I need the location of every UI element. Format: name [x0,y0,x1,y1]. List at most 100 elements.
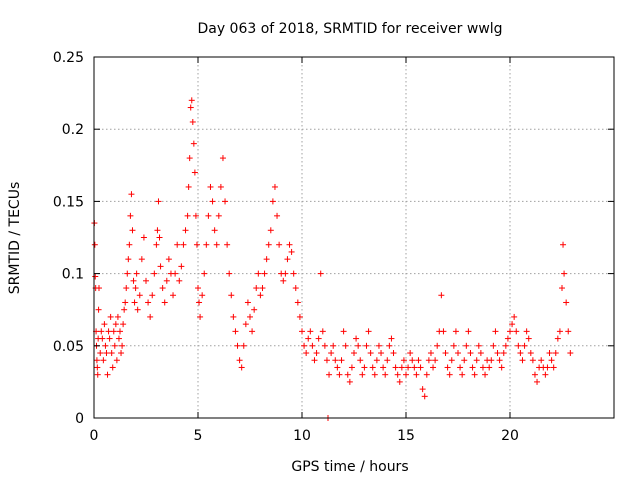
data-point [121,306,128,313]
data-point [159,285,166,292]
data-point [288,248,295,255]
data-point [494,350,501,357]
data-point [403,371,409,378]
data-point [319,328,326,335]
data-point [386,342,393,349]
y-tick-label: 0.2 [62,122,84,138]
data-point [378,350,385,357]
data-point [565,328,572,335]
data-point [477,350,484,357]
axis-ticks: 0 5 10 15 20 0 0.05 0.1 0.15 0.2 0.25 [53,50,614,444]
data-point [465,328,472,335]
data-point [274,212,281,219]
data-point [197,313,204,320]
data-point [103,350,110,357]
data-point [567,350,574,357]
data-point [176,277,183,284]
data-point [517,350,524,357]
data-point [488,357,495,364]
data-point [336,371,343,378]
data-point [192,212,199,219]
data-point [102,342,109,349]
y-tick-label: 0.25 [53,50,84,66]
data-point [269,198,276,205]
data-point [101,321,108,328]
data-point [240,342,247,349]
data-point [261,270,268,277]
data-point [140,234,147,241]
data-point [373,357,380,364]
y-tick-label: 0 [75,411,84,427]
data-point [153,241,160,248]
x-tick-label: 15 [397,428,415,444]
data-point [95,285,102,292]
data-point [155,198,162,205]
data-point [265,241,272,248]
data-point [199,292,206,299]
data-point [438,292,445,299]
data-point [340,328,347,335]
data-point [119,342,126,349]
data-point [280,277,287,284]
y-tick-label: 0.15 [53,194,84,210]
data-point [263,256,270,263]
chart-title: Day 063 of 2018, SRMTID for receiver wwl… [197,21,502,37]
data-point [552,350,559,357]
plot-frame [93,56,615,419]
data-point [313,350,320,357]
data-point [548,357,555,364]
data-point [427,350,434,357]
data-point [196,299,203,306]
data-point [380,364,387,371]
data-point [128,191,135,198]
data-point [271,183,278,190]
data-point [217,183,224,190]
data-point [546,350,553,357]
data-point [369,364,376,371]
data-point [253,285,260,292]
data-point [415,357,422,364]
data-point [284,256,291,263]
data-point [238,364,245,371]
data-point [120,321,127,328]
data-point [201,270,208,277]
data-point [215,212,222,219]
data-point [434,342,441,349]
data-point [511,313,518,320]
data-point [559,285,565,292]
data-point [151,270,158,277]
data-point [105,328,112,335]
data-point [455,350,461,357]
data-point [323,357,330,364]
data-point [113,357,120,364]
data-point [191,169,198,176]
data-point [459,371,466,378]
data-point [124,270,131,277]
data-point [157,263,164,270]
data-point [163,277,170,284]
data-point [138,256,145,263]
data-point [309,342,316,349]
y-axis-label: SRMTID / TECUs [7,182,23,295]
data-point [187,104,194,111]
data-point [348,364,355,371]
data-point [534,378,541,385]
data-point [509,321,516,328]
data-point [145,299,152,306]
data-point [133,270,140,277]
data-point [149,292,156,299]
data-point [398,364,405,371]
data-point [479,364,486,371]
data-point [125,256,132,263]
data-point [156,234,163,241]
data-point [186,155,193,162]
data-point [127,212,134,219]
data-point [185,183,192,190]
data-point [382,371,389,378]
data-point [230,313,237,320]
data-point [482,371,489,378]
data-point [342,342,349,349]
data-point [207,183,214,190]
data-point [132,285,139,292]
